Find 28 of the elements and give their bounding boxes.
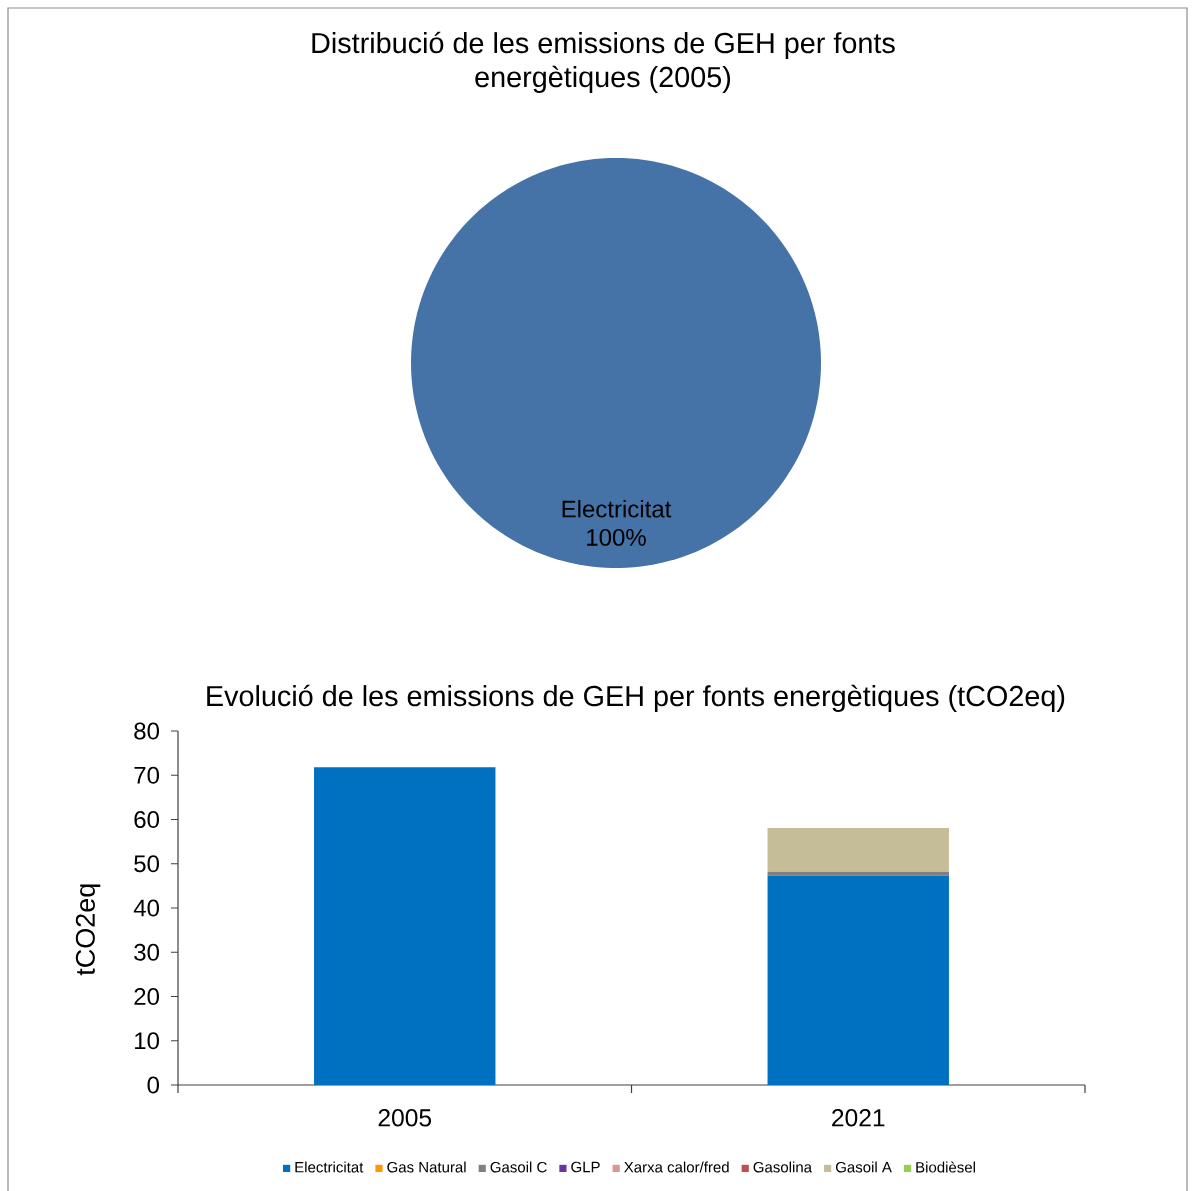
legend-label: Biodièsel bbox=[916, 1161, 975, 1173]
data-label: 100% bbox=[587, 528, 646, 546]
bar bbox=[767, 827, 949, 872]
slice-label: Electricitat bbox=[562, 499, 672, 518]
legend-label: GLP bbox=[571, 1161, 600, 1173]
y-tick-label: 70 bbox=[134, 766, 159, 784]
x-tick-label: 2005 bbox=[378, 1109, 432, 1127]
y-tick-label: 50 bbox=[134, 855, 159, 873]
legend-label: Xarxa calor/fred bbox=[624, 1161, 729, 1173]
legend-label: Gas Natural bbox=[387, 1161, 466, 1173]
x-tick-label: 2021 bbox=[832, 1109, 885, 1127]
y-tick-label: 80 bbox=[134, 722, 159, 740]
bar bbox=[767, 871, 949, 876]
y-tick-label: 40 bbox=[133, 899, 159, 917]
y-tick-label: 10 bbox=[135, 1032, 159, 1050]
legend-label: Gasoil C bbox=[490, 1161, 547, 1173]
y-tick-label: 0 bbox=[147, 1076, 160, 1094]
bar bbox=[314, 767, 496, 1085]
y-tick-label: 20 bbox=[134, 988, 159, 1005]
y-tick-label: 30 bbox=[134, 943, 159, 961]
y-axis-title: tCO2eq bbox=[75, 884, 101, 976]
y-tick-label: 60 bbox=[134, 811, 159, 828]
legend-label: Gasolina bbox=[753, 1161, 813, 1173]
bar bbox=[767, 875, 949, 1085]
legend-label: Electricitat bbox=[295, 1161, 364, 1173]
chart-title: Evolució de les emissions de GEH per fonts energètiques (tCO2eq) bbox=[207, 684, 1065, 712]
legend-label: Gasoil A bbox=[835, 1161, 892, 1173]
chart-title: Distribució de les emissions de GEH per fonts energètiques (2005) bbox=[312, 31, 895, 93]
